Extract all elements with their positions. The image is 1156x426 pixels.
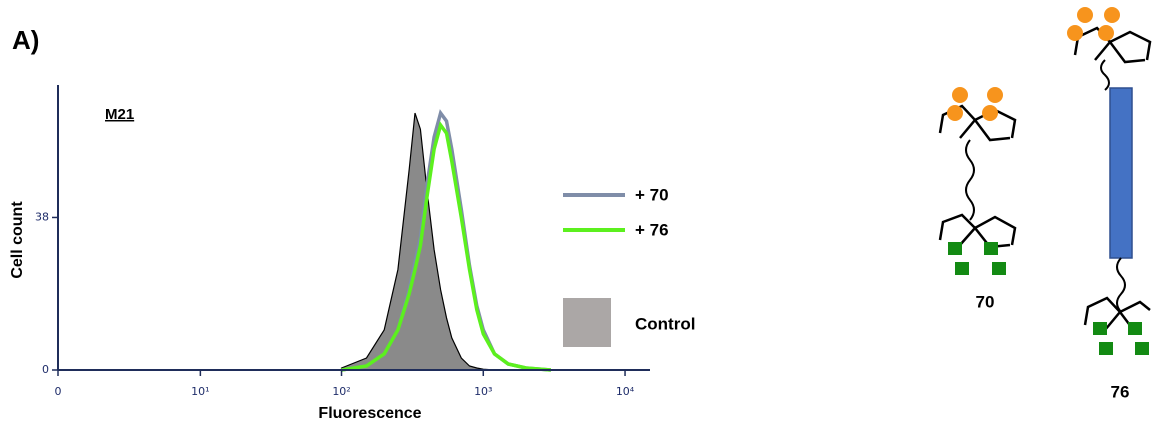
molecule-70: 70	[938, 87, 1017, 311]
molecule-label: 70	[976, 292, 995, 311]
panel-label: A)	[12, 25, 39, 55]
y-tick-label: 0	[42, 363, 49, 376]
y-axis-label: Cell count	[9, 201, 26, 279]
plot: 0 38 0 10¹ 10² 10³ 10⁴ + 70 + 76 Control	[35, 85, 695, 398]
legend-label: Control	[635, 314, 695, 333]
legend-swatch	[563, 298, 611, 347]
molecule-76: 76	[1067, 7, 1152, 401]
y-tick-label: 38	[35, 210, 49, 223]
x-tick-label: 10³	[474, 385, 492, 398]
legend-label: + 70	[635, 185, 669, 204]
legend-label: + 76	[635, 220, 669, 239]
x-tick-label: 10²	[332, 385, 350, 398]
molecule-label: 76	[1111, 382, 1130, 401]
x-tick-label: 10⁴	[616, 385, 635, 398]
x-tick-label: 0	[55, 385, 62, 398]
x-tick-label: 10¹	[191, 385, 209, 398]
area	[340, 112, 551, 371]
line	[341, 121, 552, 372]
annotation: M21	[105, 106, 134, 123]
x-axis-label: Fluorescence	[318, 405, 421, 422]
